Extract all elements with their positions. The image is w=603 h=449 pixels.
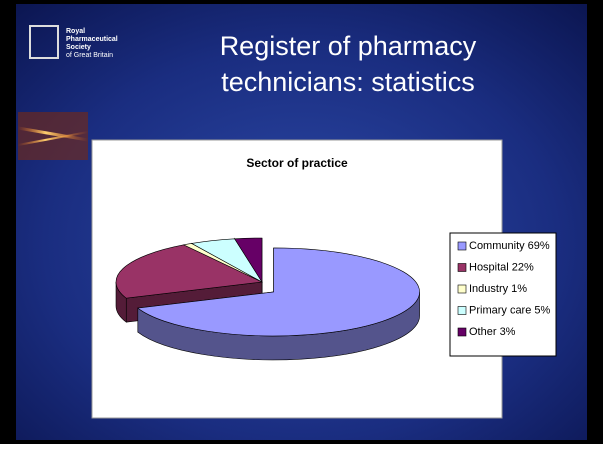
slide: Royal Pharmaceutical Society of Great Br… bbox=[0, 0, 603, 444]
legend-label: Hospital 22% bbox=[469, 261, 534, 273]
legend-swatch bbox=[458, 264, 466, 272]
legend-swatch bbox=[458, 307, 466, 315]
legend-label: Industry 1% bbox=[469, 283, 527, 295]
legend-swatch bbox=[458, 328, 466, 336]
legend-label: Other 3% bbox=[469, 326, 516, 338]
logo-text: Pharmaceutical bbox=[66, 36, 118, 43]
logo-text: Royal bbox=[66, 28, 85, 35]
legend-label: Community 69% bbox=[469, 240, 550, 252]
logo-text: Society bbox=[66, 44, 91, 51]
slide-title: technicians: statistics bbox=[221, 67, 475, 97]
logo-text: of Great Britain bbox=[66, 52, 113, 59]
slide-title: Register of pharmacy bbox=[220, 31, 477, 61]
chart-title: Sector of practice bbox=[246, 156, 348, 170]
legend-swatch bbox=[458, 285, 466, 293]
legend-swatch bbox=[458, 242, 466, 250]
legend-label: Primary care 5% bbox=[469, 304, 551, 316]
